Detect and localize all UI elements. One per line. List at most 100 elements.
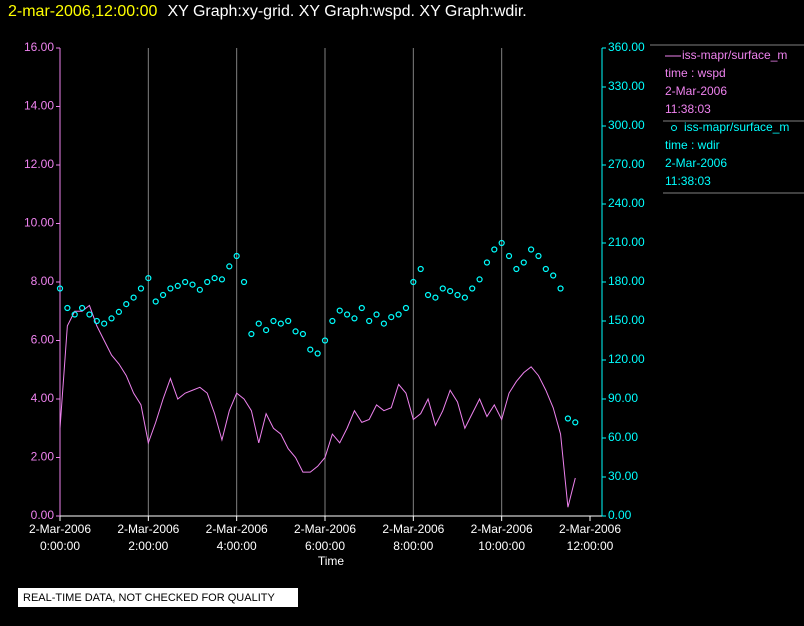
data-point: [174, 282, 181, 289]
data-point: [314, 350, 321, 357]
x-tick-label: 8:00:00: [393, 539, 433, 553]
x-tick-label: 2-Mar-2006: [206, 522, 268, 536]
x-tick-label: 12:00:00: [567, 539, 614, 553]
x-tick-label: 2-Mar-2006: [471, 522, 533, 536]
data-point: [572, 419, 579, 426]
data-point: [439, 285, 446, 292]
data-point: [263, 327, 270, 334]
data-point: [248, 330, 255, 338]
data-point: [513, 265, 520, 273]
data-point: [307, 346, 314, 353]
data-point: [366, 317, 373, 325]
data-point: [417, 265, 424, 273]
y-tick-label: 6.00: [31, 333, 55, 347]
data-point: [189, 281, 196, 288]
x-axis-label: Time: [318, 554, 345, 568]
data-point: [218, 276, 226, 283]
y-tick-label: 0.00: [31, 508, 55, 522]
footer-text: REAL-TIME DATA, NOT CHECKED FOR QUALITY: [23, 592, 275, 604]
data-point: [461, 294, 468, 301]
data-point: [182, 278, 189, 286]
data-point: [550, 272, 557, 279]
data-point: [483, 259, 491, 266]
data-point: [351, 315, 358, 322]
data-point: [424, 291, 432, 299]
data-point: [329, 317, 336, 325]
chart-title: 2-mar-2006,12:00:00 XY Graph:xy-grid. XY …: [8, 3, 527, 20]
data-point: [56, 285, 64, 292]
data-point: [505, 252, 513, 260]
data-point: [373, 311, 380, 318]
legend-swatch: [671, 125, 677, 131]
x-tick-label: 10:00:00: [478, 539, 525, 553]
legend-name: iss-mapr/surface_m: [682, 48, 787, 62]
data-point: [196, 286, 203, 293]
x-tick-label: 2:00:00: [128, 539, 168, 553]
data-point: [270, 317, 277, 325]
y2-tick-label: 360.00: [608, 40, 645, 54]
data-point: [336, 307, 343, 314]
y2-tick-label: 30.00: [608, 469, 638, 483]
legend-text: 2-Mar-2006: [665, 84, 727, 98]
data-point: [233, 252, 240, 260]
x-tick-label: 2-Mar-2006: [382, 522, 444, 536]
x-tick-label: 2-Mar-2006: [29, 522, 91, 536]
y2-tick-label: 180.00: [608, 274, 645, 288]
y2-tick-label: 210.00: [608, 235, 645, 249]
data-point: [454, 291, 461, 299]
y2-tick-label: 330.00: [608, 79, 645, 93]
y2-tick-label: 0.00: [608, 508, 632, 522]
data-point: [255, 320, 262, 327]
y2-tick-label: 240.00: [608, 196, 645, 210]
data-point: [204, 278, 211, 286]
data-point: [211, 275, 218, 282]
footer-box: [18, 588, 298, 607]
data-point: [358, 304, 365, 312]
data-point: [557, 285, 564, 292]
data-point: [123, 301, 130, 308]
data-point: [93, 317, 100, 325]
data-point: [137, 285, 145, 292]
data-point: [108, 315, 115, 322]
x-tick-label: 4:00:00: [217, 539, 257, 553]
y2-tick-label: 270.00: [608, 157, 645, 171]
data-point: [101, 320, 108, 327]
x-tick-label: 6:00:00: [305, 539, 345, 553]
x-tick-label: 2-Mar-2006: [117, 522, 179, 536]
y2-tick-label: 60.00: [608, 430, 638, 444]
y-tick-label: 16.00: [24, 40, 54, 54]
data-point: [469, 285, 476, 292]
title-text: XY Graph:xy-grid. XY Graph:wspd. XY Grap…: [167, 3, 526, 20]
legend-text: 11:38:03: [665, 102, 711, 116]
data-point: [520, 259, 527, 266]
y-tick-label: 2.00: [31, 450, 55, 464]
y-tick-label: 14.00: [24, 99, 54, 113]
data-point: [388, 314, 395, 321]
data-point: [86, 311, 93, 318]
data-point: [115, 308, 122, 315]
series-line: [59, 304, 576, 508]
data-point: [402, 304, 410, 312]
data-point: [78, 304, 86, 312]
legend-text: 2-Mar-2006: [665, 156, 727, 170]
data-point: [226, 263, 233, 270]
x-tick-label: 2-Mar-2006: [294, 522, 356, 536]
data-point: [491, 246, 498, 253]
data-point: [343, 311, 351, 318]
data-point: [395, 311, 402, 318]
legend-text: 11:38:03: [665, 174, 711, 188]
data-point: [159, 291, 167, 299]
data-point: [432, 294, 439, 301]
y-tick-label: 4.00: [31, 391, 55, 405]
x-tick-label: 2-Mar-2006: [559, 522, 621, 536]
data-point: [380, 320, 387, 327]
data-point: [476, 276, 483, 283]
data-point: [535, 252, 542, 260]
data-point: [64, 304, 71, 312]
y-tick-label: 8.00: [31, 274, 55, 288]
data-point: [292, 328, 299, 335]
data-point: [152, 298, 159, 305]
y-tick-label: 12.00: [24, 157, 54, 171]
y2-tick-label: 300.00: [608, 118, 645, 132]
